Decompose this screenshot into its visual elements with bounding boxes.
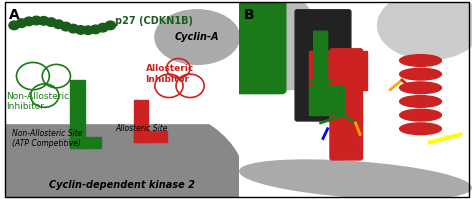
Circle shape [17, 19, 27, 27]
Ellipse shape [400, 82, 441, 94]
FancyBboxPatch shape [309, 86, 344, 115]
Circle shape [105, 21, 116, 30]
Text: p27 (CDKN1B): p27 (CDKN1B) [115, 17, 193, 26]
Circle shape [31, 16, 42, 25]
Text: Allosteric
Inhibitor: Allosteric Inhibitor [146, 64, 194, 84]
Ellipse shape [400, 96, 441, 107]
Circle shape [46, 18, 56, 26]
Circle shape [75, 26, 86, 34]
Ellipse shape [155, 10, 239, 64]
Bar [0, 0, 251, 123]
Circle shape [54, 20, 64, 28]
FancyBboxPatch shape [309, 51, 367, 90]
Ellipse shape [400, 123, 441, 135]
Text: A: A [9, 8, 20, 22]
Ellipse shape [236, 0, 321, 90]
Text: Allosteric Site: Allosteric Site [115, 124, 167, 133]
Text: Cyclin-A: Cyclin-A [175, 32, 219, 42]
FancyBboxPatch shape [71, 137, 101, 148]
Circle shape [38, 17, 49, 25]
FancyBboxPatch shape [330, 49, 363, 160]
FancyBboxPatch shape [134, 100, 148, 142]
Text: Non-Allosteric Site
(ATP Competitive): Non-Allosteric Site (ATP Competitive) [12, 129, 82, 148]
Ellipse shape [240, 160, 471, 199]
Circle shape [83, 26, 93, 34]
Ellipse shape [400, 109, 441, 121]
Ellipse shape [378, 0, 474, 60]
FancyBboxPatch shape [235, 0, 286, 94]
Text: Non-Allosteric
Inhibitor: Non-Allosteric Inhibitor [6, 92, 69, 111]
FancyArrow shape [309, 31, 332, 90]
Circle shape [61, 22, 71, 31]
Ellipse shape [0, 97, 244, 199]
Circle shape [9, 21, 19, 30]
Ellipse shape [400, 55, 441, 66]
Ellipse shape [400, 68, 441, 80]
FancyBboxPatch shape [134, 131, 167, 142]
FancyBboxPatch shape [295, 10, 351, 121]
Circle shape [24, 17, 34, 26]
Circle shape [91, 25, 100, 34]
Text: Cyclin-dependent kinase 2: Cyclin-dependent kinase 2 [49, 180, 195, 190]
Circle shape [68, 24, 79, 33]
FancyBboxPatch shape [71, 80, 84, 148]
Text: B: B [244, 8, 255, 22]
Circle shape [98, 23, 108, 32]
